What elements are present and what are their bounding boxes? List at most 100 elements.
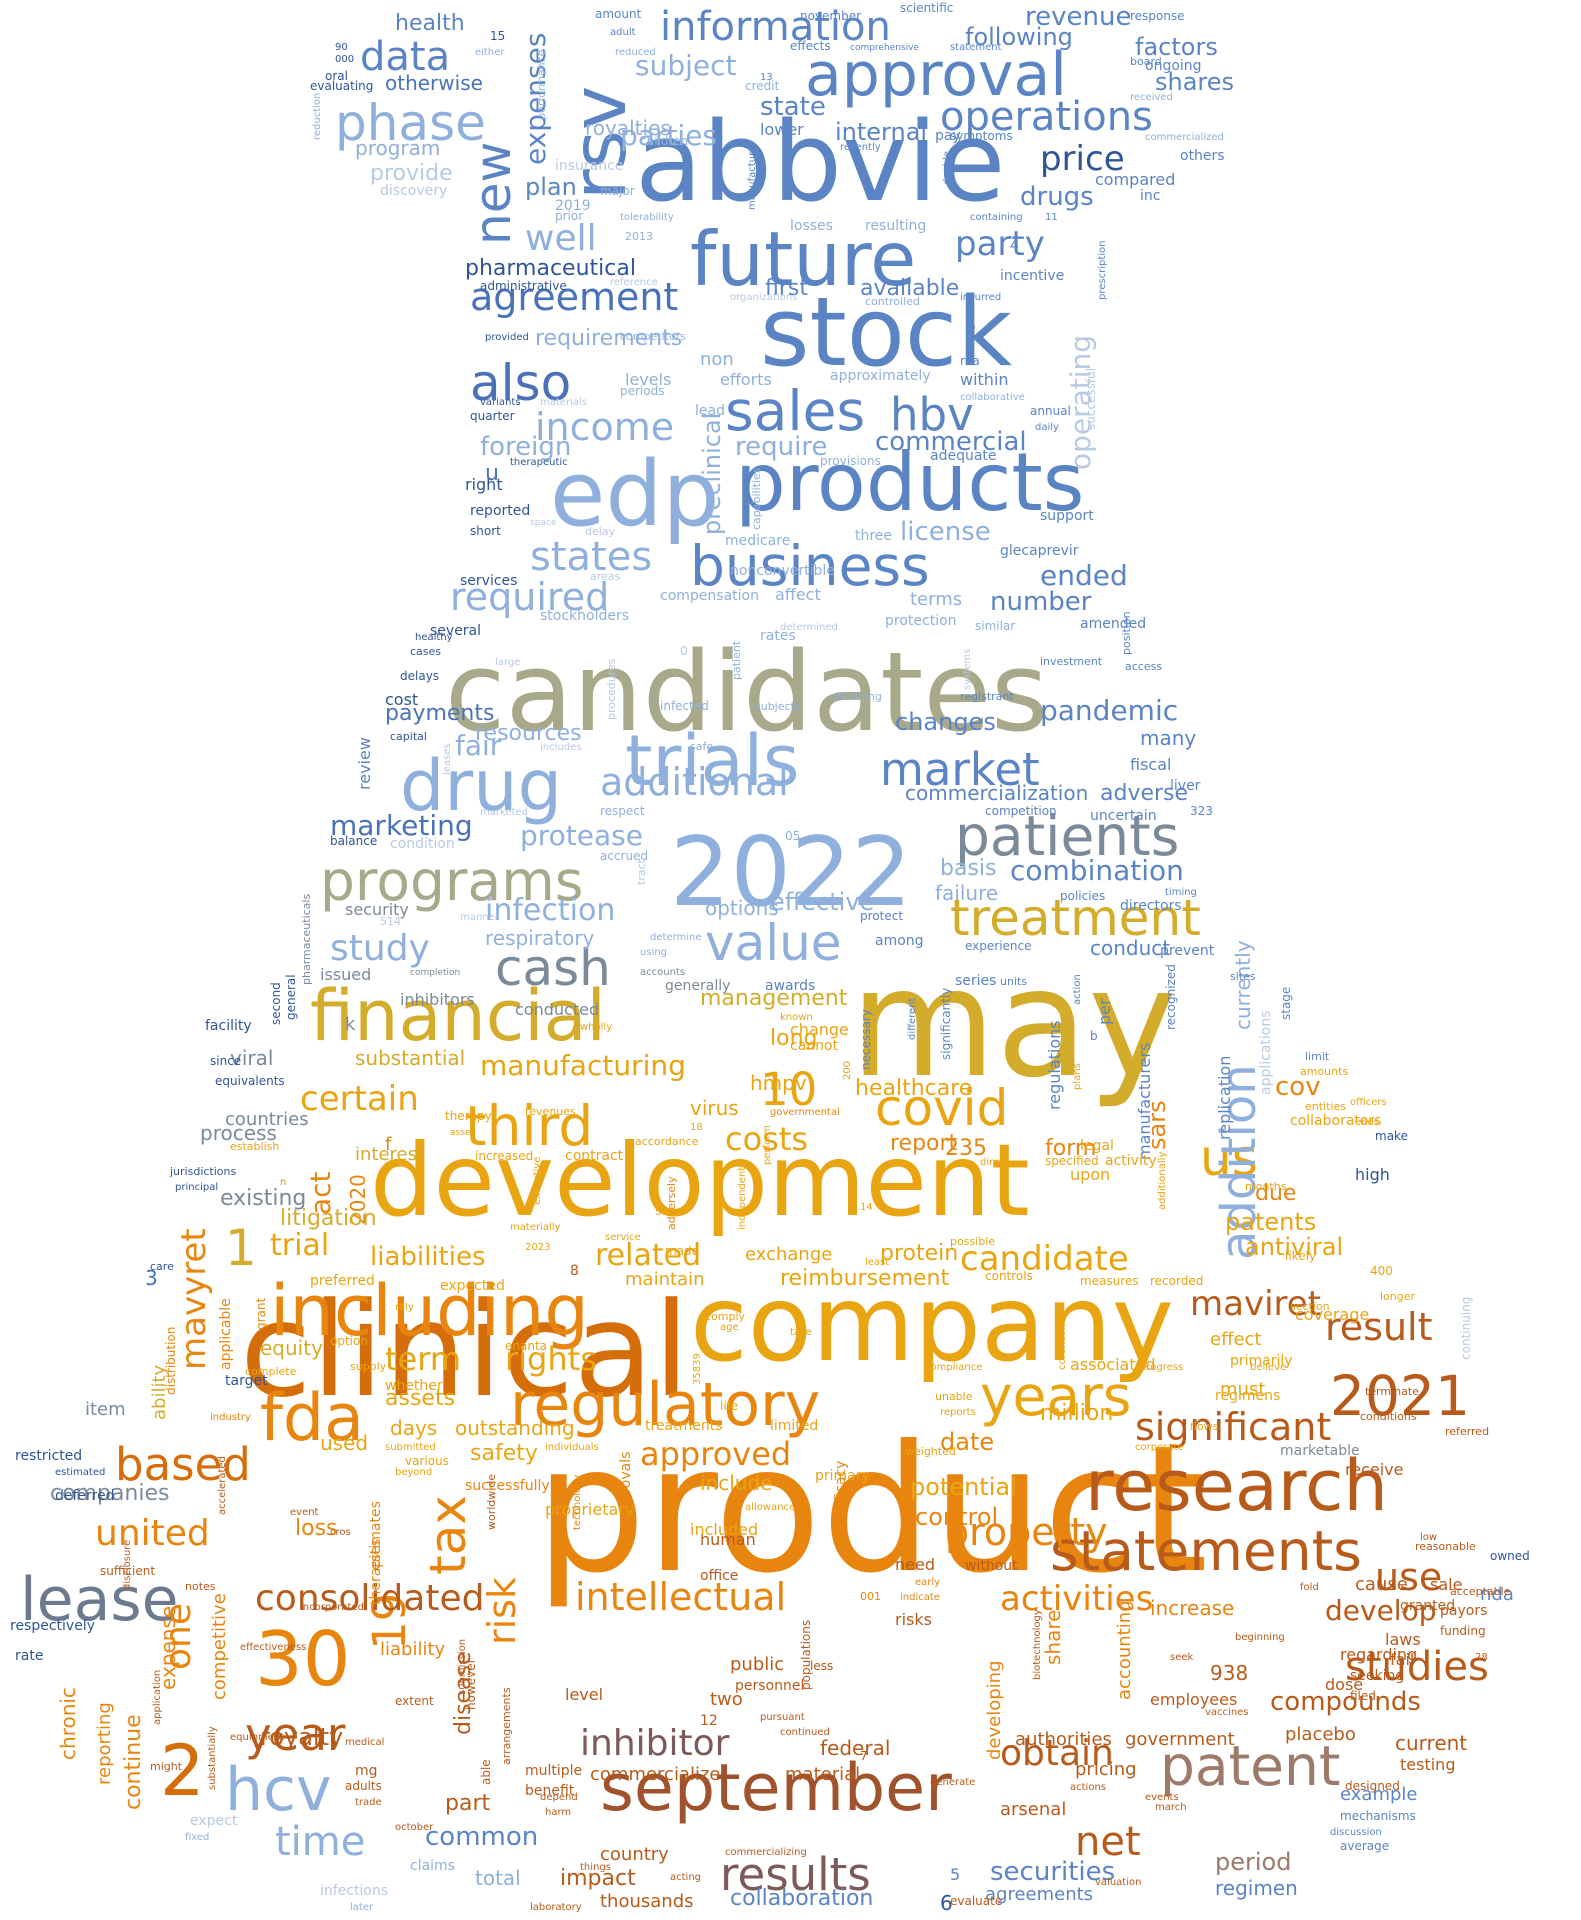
cloud-word: respect: [600, 804, 645, 818]
cloud-word: activities: [1000, 1579, 1153, 1619]
cloud-word: share: [1041, 1610, 1065, 1665]
cloud-word: hmpv: [750, 1071, 807, 1095]
cloud-word: days: [390, 1416, 437, 1440]
cloud-word: replication: [1215, 1056, 1234, 1140]
cloud-word: third: [465, 1094, 593, 1158]
cloud-word: option: [330, 1334, 368, 1348]
cloud-word: daily: [1035, 422, 1059, 433]
cloud-word: marketed: [480, 807, 528, 818]
cloud-word: company: [690, 1263, 1174, 1385]
cloud-word: foreign: [480, 432, 571, 462]
cloud-word: fda: [260, 1381, 364, 1456]
cloud-word: levels: [625, 370, 671, 389]
cloud-word: liability: [380, 1639, 446, 1660]
cloud-word: less: [810, 1659, 833, 1673]
cloud-word: complete: [245, 1365, 297, 1378]
cloud-word: requirements: [535, 326, 682, 351]
cloud-word: recognized: [1164, 964, 1178, 1030]
cloud-word: unable: [935, 1390, 973, 1403]
cloud-word: provided: [485, 332, 529, 343]
cloud-word: extent: [395, 1694, 434, 1708]
cloud-word: primary: [815, 1468, 870, 1484]
cloud-word: terms: [910, 589, 962, 610]
cloud-word: cannot: [790, 1038, 839, 1054]
cloud-word: party: [955, 224, 1045, 264]
cloud-word: us: [1200, 1129, 1258, 1187]
cloud-word: beginning: [1235, 1632, 1285, 1643]
cloud-word: prior: [555, 209, 583, 223]
cloud-word: collaborators: [1290, 1113, 1382, 1129]
cloud-word: delays: [400, 669, 439, 683]
cloud-word: 13: [760, 72, 773, 83]
cloud-word: materials: [540, 397, 587, 408]
cloud-word: authorities: [1015, 1729, 1112, 1750]
cloud-word: biotechnology: [1032, 1609, 1043, 1680]
cloud-word: conduct: [1090, 936, 1170, 960]
cloud-word: equity: [260, 1336, 323, 1360]
cloud-word: pandemic: [1040, 694, 1178, 727]
cloud-word: affect: [775, 585, 821, 604]
cloud-word: due: [1255, 1181, 1296, 1206]
cloud-word: level: [565, 1685, 603, 1704]
cloud-word: organizations: [730, 292, 797, 303]
cloud-word: vaccines: [1205, 1707, 1249, 1718]
cloud-word: 6: [940, 1891, 953, 1915]
cloud-word: individuals: [545, 1442, 599, 1453]
cloud-word: determine: [650, 932, 702, 943]
cloud-word: pharmaceuticals: [300, 894, 313, 985]
cloud-word: commercialized: [1145, 132, 1224, 143]
cloud-word: target: [225, 1373, 268, 1389]
cloud-word: product: [535, 1409, 1208, 1612]
cloud-word: payments: [385, 701, 494, 726]
cloud-word: state: [760, 92, 826, 122]
cloud-word: first: [765, 276, 808, 301]
cloud-word: 15: [490, 29, 505, 43]
cloud-word: phase: [335, 94, 486, 152]
cloud-word: future: [690, 215, 916, 303]
cloud-word: protection: [885, 613, 957, 629]
cloud-word: contract: [565, 1148, 624, 1164]
cloud-word: rights: [505, 1340, 597, 1378]
cloud-word: item: [85, 1399, 126, 1420]
cloud-word: services: [460, 573, 517, 589]
cloud-word: investment: [1040, 655, 1103, 668]
cloud-word: manufacturing: [480, 1049, 686, 1082]
cloud-word: time: [275, 1819, 365, 1865]
cloud-word: used: [320, 1431, 368, 1455]
cloud-word: file: [967, 325, 978, 340]
cloud-word: review: [355, 737, 374, 790]
cloud-word: recently: [840, 142, 881, 153]
cloud-word: discussion: [1330, 1827, 1382, 1838]
cloud-word: additionally: [1157, 1152, 1168, 1210]
cloud-word: license: [900, 517, 991, 547]
cloud-word: change: [790, 1020, 849, 1039]
cloud-word: commercialization: [905, 781, 1088, 805]
cloud-word: 2021: [1330, 1364, 1470, 1428]
cloud-word: costs: [725, 1120, 808, 1158]
cloud-word: life: [720, 1399, 738, 1413]
cloud-word: sales: [725, 379, 865, 443]
cloud-word: 18: [690, 1122, 703, 1133]
cloud-word: 30: [255, 1615, 350, 1703]
cloud-word: completion: [410, 968, 460, 978]
cloud-word: competitive: [209, 1593, 230, 1700]
cloud-word: expenses: [519, 33, 552, 165]
cloud-word: royalty: [260, 1723, 343, 1751]
cloud-word: limited: [770, 1418, 818, 1434]
cloud-word: financial: [310, 975, 606, 1057]
cloud-word: others: [1180, 148, 1225, 164]
cloud-word: virus: [690, 1096, 739, 1120]
cloud-word: government: [1125, 1729, 1235, 1750]
cloud-word: year: [245, 1708, 346, 1761]
cloud-word: restricted: [15, 1448, 82, 1464]
cloud-word: protect: [860, 909, 903, 923]
cloud-word: variants: [480, 397, 521, 408]
cloud-word: n: [280, 1177, 286, 1188]
cloud-word: effective: [770, 888, 874, 916]
cloud-word: also: [470, 354, 571, 412]
cloud-word: preclinical: [698, 413, 726, 535]
cloud-word: loss: [295, 1516, 338, 1541]
cloud-word: common: [425, 1822, 538, 1852]
cloud-word: risk: [480, 1577, 524, 1645]
cloud-word: administrative: [480, 279, 567, 293]
